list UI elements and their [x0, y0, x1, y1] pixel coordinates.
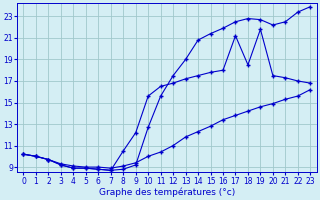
X-axis label: Graphe des températures (°c): Graphe des températures (°c): [99, 187, 235, 197]
